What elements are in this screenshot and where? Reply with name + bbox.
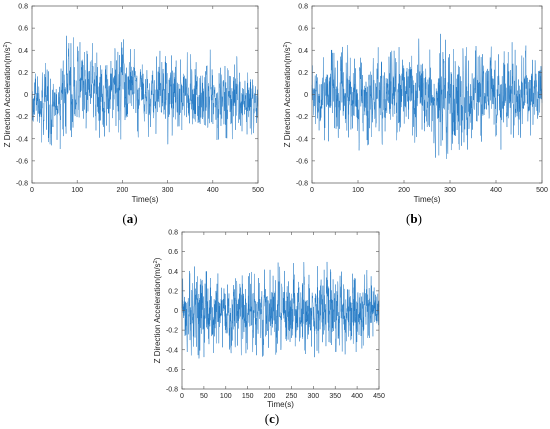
x-tick-label: 0 <box>180 393 184 400</box>
x-tick-label: 400 <box>207 187 219 194</box>
panel-caption: (a) <box>122 211 137 226</box>
chart-panel-2: 0 100 200 300 400 500 -0.8 -0.6 -0.4 -0.2 0 0.2 0.4 0… <box>283 4 548 227</box>
x-tick-label: 300 <box>307 393 319 400</box>
x-tick-label: 0 <box>310 187 314 194</box>
x-tick-label: 200 <box>264 393 276 400</box>
y-tick-label: -0.4 <box>16 136 28 143</box>
x-tick-label: 500 <box>252 187 264 194</box>
y-tick-label: 0.2 <box>168 288 178 295</box>
y-tick-label: 0 <box>304 92 308 99</box>
y-tick-label: -0.6 <box>16 158 28 165</box>
y-tick-label: -0.2 <box>166 328 178 335</box>
x-tick-label: 500 <box>536 187 548 194</box>
x-tick-label: 50 <box>200 393 208 400</box>
y-tick-label: -0.8 <box>16 181 28 188</box>
y-axis-label: Z Direction Acceleration(m/s2) <box>153 257 162 363</box>
y-tick-label: 0.4 <box>18 48 28 55</box>
x-axis-label: Time(s) <box>132 195 159 204</box>
y-tick-label: -0.8 <box>166 387 178 394</box>
y-tick-label: 0.4 <box>168 269 178 276</box>
chart-panel-1: 0 100 200 300 400 500 -0.8 -0.6 -0.4 -0.2 0 0.2 0.4 0… <box>3 4 264 227</box>
signal-line <box>311 33 543 160</box>
panel-caption: (b) <box>406 211 422 226</box>
x-tick-label: 100 <box>220 393 232 400</box>
x-tick-label: 100 <box>71 187 83 194</box>
y-axis-label: Z Direction Acceleration(m/s2) <box>3 41 12 147</box>
y-tick-label: 0 <box>24 92 28 99</box>
x-tick-label: 400 <box>351 393 363 400</box>
chart-panel-3: 0 50 100 150 200 250 300 350 400 450 -0.8 -0.6 -0.4 -… <box>153 230 385 427</box>
y-tick-label: 0.6 <box>168 249 178 256</box>
x-axis-label: Time(s) <box>414 195 441 204</box>
y-tick-label: 0.6 <box>298 26 308 33</box>
y-tick-label: 0.2 <box>18 70 28 77</box>
x-tick-label: 350 <box>329 393 341 400</box>
y-tick-label: 0.4 <box>298 48 308 55</box>
signal-line <box>31 35 259 150</box>
x-tick-label: 250 <box>286 393 298 400</box>
y-tick-label: 0.6 <box>18 26 28 33</box>
x-tick-label: 0 <box>30 187 34 194</box>
x-tick-label: 100 <box>352 187 364 194</box>
x-tick-label: 200 <box>398 187 410 194</box>
y-tick-label: -0.2 <box>16 114 28 121</box>
signal-line <box>181 261 380 359</box>
y-tick-label: -0.2 <box>296 114 308 121</box>
y-tick-label: -0.6 <box>166 367 178 374</box>
x-tick-label: 150 <box>242 393 254 400</box>
panel-caption: (c) <box>265 411 279 426</box>
y-tick-label: 0.8 <box>18 4 28 11</box>
y-tick-label: -0.4 <box>296 136 308 143</box>
y-tick-label: -0.8 <box>296 181 308 188</box>
x-tick-label: 200 <box>117 187 129 194</box>
y-tick-label: 0.2 <box>298 70 308 77</box>
x-axis-label: Time(s) <box>267 400 294 409</box>
y-tick-label: 0.8 <box>298 4 308 11</box>
x-tick-label: 400 <box>490 187 502 194</box>
y-tick-label: 0 <box>174 308 178 315</box>
y-axis-label: Z Direction Acceleration(m/s2) <box>283 41 292 147</box>
y-tick-label: -0.4 <box>166 347 178 354</box>
x-tick-label: 300 <box>162 187 174 194</box>
x-tick-label: 300 <box>444 187 456 194</box>
y-tick-label: 0.8 <box>168 230 178 237</box>
y-tick-label: -0.6 <box>296 158 308 165</box>
x-tick-label: 450 <box>373 393 385 400</box>
